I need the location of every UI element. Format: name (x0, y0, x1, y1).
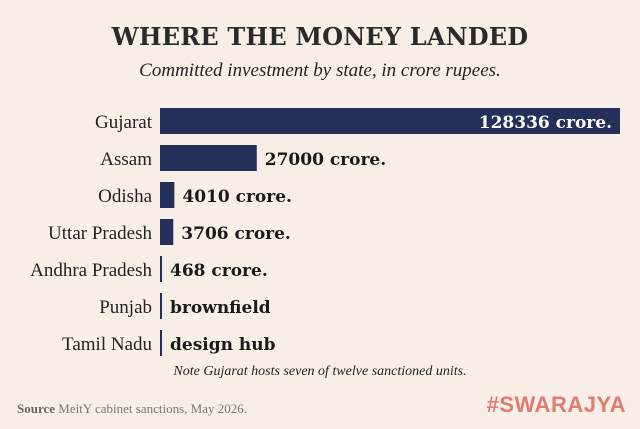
bar (160, 219, 174, 245)
value-label: 4010 crore. (182, 187, 292, 207)
category-label: Gujarat (95, 112, 153, 133)
value-label: 128336 crore. (479, 113, 612, 133)
category-label: Odisha (98, 186, 152, 207)
bar (160, 256, 162, 282)
source-label: Source (17, 401, 56, 416)
chart-subtitle: Committed investment by state, in crore … (139, 60, 501, 81)
value-label: brownfield (170, 298, 271, 318)
bar (160, 108, 620, 134)
category-label: Andhra Pradesh (30, 260, 152, 281)
value-label: 468 crore. (170, 261, 268, 281)
bar (160, 182, 175, 208)
value-label: 27000 crore. (265, 150, 386, 170)
brand-logo: #SWARAJYA (486, 392, 626, 417)
value-label: design hub (170, 335, 276, 355)
source-text: MeitY cabinet sanctions, May 2026. (58, 401, 247, 416)
chart-title: WHERE THE MONEY LANDED (111, 22, 529, 51)
chart-note: Note Gujarat hosts seven of twelve sanct… (173, 364, 467, 379)
value-label: 3706 crore. (181, 224, 291, 244)
bar (160, 145, 257, 171)
category-label: Punjab (99, 297, 152, 318)
category-label: Tamil Nadu (62, 334, 152, 355)
category-label: Assam (100, 149, 152, 170)
category-label: Uttar Pradesh (48, 223, 152, 244)
source-line: Source MeitY cabinet sanctions, May 2026… (17, 401, 247, 417)
